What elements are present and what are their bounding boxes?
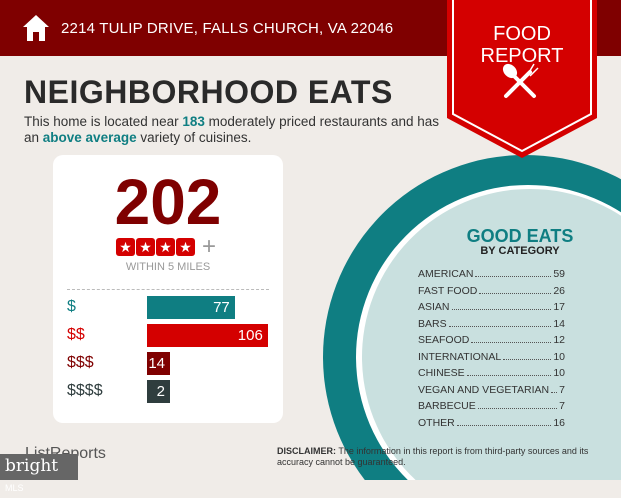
star-icon: ★ xyxy=(156,238,175,256)
price-label: $ xyxy=(67,298,76,315)
category-name: OTHER xyxy=(418,416,455,429)
category-count: 7 xyxy=(559,383,565,396)
category-row: AMERICAN 59 xyxy=(418,268,565,280)
star-icon: ★ xyxy=(176,238,195,256)
dot-leader xyxy=(471,335,552,343)
category-name: FAST FOOD xyxy=(418,284,478,297)
category-row: SEAFOOD 12 xyxy=(418,334,565,346)
category-count: 17 xyxy=(553,301,565,313)
utensils-icon xyxy=(502,63,539,98)
bright-mls-watermark: bright MLS xyxy=(0,454,78,493)
category-count: 12 xyxy=(553,334,565,346)
category-row: BARBECUE 7 xyxy=(418,400,565,412)
price-bar: 2 xyxy=(147,380,170,403)
category-count: 10 xyxy=(553,350,565,363)
divider xyxy=(67,289,269,290)
summary-text: This home is located near 183 moderately… xyxy=(24,114,440,145)
category-row: BARS 14 xyxy=(418,318,565,330)
dot-leader xyxy=(477,401,558,409)
price-label: $$$$ xyxy=(67,382,103,399)
category-row: INTERNATIONAL 10 xyxy=(418,351,565,363)
category-count: 10 xyxy=(553,367,565,379)
price-row: $$$$ 2 xyxy=(67,380,277,404)
category-row: ASIAN 17 xyxy=(418,301,565,313)
dot-leader xyxy=(503,352,552,360)
price-label: $$$ xyxy=(67,354,94,371)
disclaimer: DISCLAIMER: The information in this repo… xyxy=(277,446,589,467)
category-row: VEGAN AND VEGETARIAN 7 xyxy=(418,384,565,396)
category-name: SEAFOOD xyxy=(418,334,470,346)
good-eats-title: GOOD EATS xyxy=(466,226,574,246)
category-name: ASIAN xyxy=(418,301,450,313)
price-row: $77 xyxy=(67,296,277,320)
price-row: $$$ 14 xyxy=(67,352,277,376)
good-eats-subtitle: BY CATEGORY xyxy=(480,245,560,257)
category-count: 16 xyxy=(553,416,565,429)
home-icon xyxy=(23,15,49,41)
plus-icon: + xyxy=(202,233,217,260)
star-icon: ★ xyxy=(136,238,155,256)
page-title: NEIGHBORHOOD EATS xyxy=(24,74,393,110)
category-name: INTERNATIONAL xyxy=(418,350,502,363)
category-count: 26 xyxy=(553,284,565,297)
dot-leader xyxy=(451,302,552,310)
category-count: 14 xyxy=(553,317,565,330)
star-rating: ★ ★ ★ ★ xyxy=(116,238,195,256)
category-name: VEGAN AND VEGETARIAN xyxy=(418,383,550,396)
category-name: CHINESE xyxy=(418,367,465,379)
category-name: BARBECUE xyxy=(418,400,476,412)
category-row: FAST FOOD 26 xyxy=(418,285,565,297)
dot-leader xyxy=(466,368,552,376)
restaurant-count-card: 202 ★ ★ ★ ★ + WITHIN 5 MILES $77 $$ 106 $$$ 14 $… xyxy=(53,155,283,423)
price-bar: 14 xyxy=(147,352,170,375)
dot-leader xyxy=(475,269,552,277)
category-row: CHINESE 10 xyxy=(418,367,565,379)
price-label: $$ xyxy=(67,326,85,343)
category-name: BARS xyxy=(418,317,447,330)
star-icon: ★ xyxy=(116,238,135,256)
dot-leader xyxy=(551,385,558,393)
good-eats-circle xyxy=(323,154,621,480)
badge-text: FOOD REPORT xyxy=(480,23,564,67)
category-count: 59 xyxy=(553,268,565,280)
category-name: AMERICAN xyxy=(418,268,474,280)
category-row: OTHER 16 xyxy=(418,417,565,429)
price-row: $$ 106 xyxy=(67,324,277,348)
price-bar: 106 xyxy=(147,324,268,347)
category-count: 7 xyxy=(559,400,565,412)
total-count: 202 xyxy=(114,166,222,238)
dot-leader xyxy=(456,418,552,426)
dot-leader xyxy=(479,286,552,294)
price-bar: 77 xyxy=(147,296,235,319)
dot-leader xyxy=(448,319,552,327)
address: 2214 TULIP DRIVE, FALLS CHURCH, VA 22046 xyxy=(61,20,394,37)
within-label: WITHIN 5 MILES xyxy=(125,261,211,273)
